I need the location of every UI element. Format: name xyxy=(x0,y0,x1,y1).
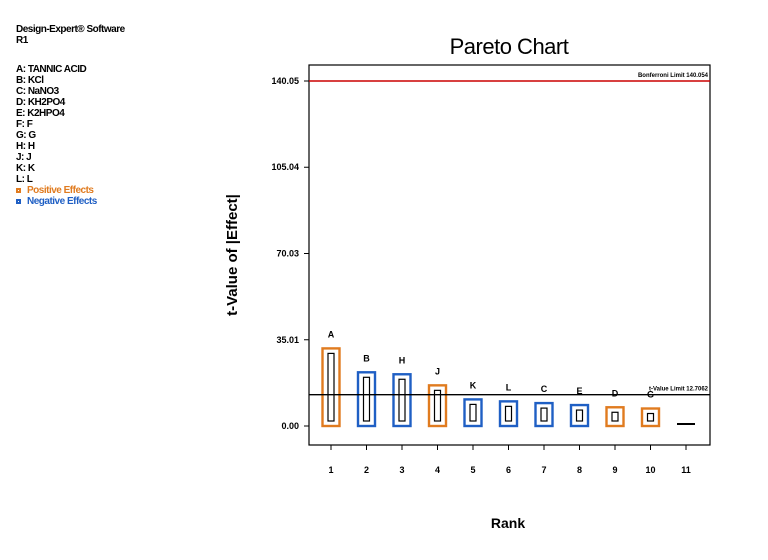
bar-rank-1 xyxy=(321,347,341,428)
sidebar: Design-Expert® Software R1 A: TANNIC ACI… xyxy=(16,24,206,207)
bar-label-rank-6: L xyxy=(506,382,512,392)
factor-d: D: KH2PO4 xyxy=(16,97,65,108)
bar-label-rank-7: C xyxy=(541,384,548,394)
x-tick-label: 9 xyxy=(612,465,617,475)
positive-swatch xyxy=(16,188,21,193)
software-name: Design-Expert® Software xyxy=(16,24,125,35)
factor-l: L: L xyxy=(16,174,33,185)
bar-inner-rank-3 xyxy=(398,378,406,422)
bar-inner-rank-10 xyxy=(646,412,655,422)
bar-label-rank-1: A xyxy=(328,329,335,339)
y-tick-label: 35.01 xyxy=(276,335,299,345)
bar-label-rank-4: J xyxy=(435,366,440,376)
bar-inner-rank-9 xyxy=(611,411,619,422)
bar-label-rank-8: E xyxy=(576,386,582,396)
factor-f: F: F xyxy=(16,119,33,130)
factor-g: G: G xyxy=(16,130,36,141)
y-tick-label: 105.04 xyxy=(271,162,299,172)
bar-rank-6 xyxy=(498,400,519,428)
x-tick-label: 8 xyxy=(577,465,582,475)
y-tick-label: 140.05 xyxy=(271,76,299,86)
factor-c: C: NaNO3 xyxy=(16,86,59,97)
bar-inner-rank-1 xyxy=(327,352,335,422)
legend-positive: Positive Effects xyxy=(16,185,206,196)
x-tick-label: 7 xyxy=(541,465,546,475)
x-tick-label: 3 xyxy=(399,465,404,475)
bar-inner-rank-5 xyxy=(469,403,477,422)
x-axis-label: Rank xyxy=(491,515,525,531)
bar-rank-8 xyxy=(569,403,590,428)
bar-rank-5 xyxy=(463,398,483,428)
x-tick-label: 11 xyxy=(681,465,691,475)
bar-inner-rank-7 xyxy=(540,407,548,422)
bar-label-rank-5: K xyxy=(470,380,477,390)
legend-negative-label: Negative Effects xyxy=(27,196,97,207)
factor-a: A: TANNIC ACID xyxy=(16,64,87,75)
bar-rank-10 xyxy=(640,407,661,428)
factor-j: J: J xyxy=(16,152,32,163)
bar-rank-3 xyxy=(392,373,412,428)
response-name: R1 xyxy=(16,35,28,46)
factor-k: K: K xyxy=(16,163,35,174)
factor-h: H: H xyxy=(16,141,35,152)
factor-e: E: K2HPO4 xyxy=(16,108,65,119)
bar-label-rank-3: H xyxy=(399,355,406,365)
x-tick-label: 5 xyxy=(470,465,475,475)
bar-rank-4 xyxy=(427,384,448,428)
x-tick-label: 6 xyxy=(506,465,511,475)
factor-b: B: KCl xyxy=(16,75,44,86)
y-axis-label: t-Value of |Effect| xyxy=(224,194,241,316)
bar-inner-rank-4 xyxy=(433,389,442,422)
x-tick-label: 4 xyxy=(435,465,440,475)
bar-rank-9 xyxy=(605,406,625,428)
bar-label-rank-9: D xyxy=(612,388,619,398)
bar-inner-rank-8 xyxy=(575,409,584,422)
bonferroni-limit-label: Bonferroni Limit 140.054 xyxy=(638,73,709,79)
x-tick-label: 10 xyxy=(645,465,655,475)
x-tick-label: 2 xyxy=(364,465,369,475)
plot-frame xyxy=(308,64,711,446)
bar-rank-7 xyxy=(534,401,554,428)
chart-title: Pareto Chart xyxy=(450,34,569,59)
legend-positive-label: Positive Effects xyxy=(27,185,94,196)
x-tick-label: 1 xyxy=(328,465,333,475)
bar-inner-rank-6 xyxy=(504,405,513,422)
legend-negative: Negative Effects xyxy=(16,196,206,207)
bar-rank-2 xyxy=(356,371,377,428)
plot-area: 0.00 35.01 70.03 105.04 140.05 1 2 3 4 5 6 7 8 9 10 11 A… xyxy=(271,64,711,475)
y-tick-label: 0.00 xyxy=(281,421,299,431)
t-value-limit-label: t-Value Limit 12.7062 xyxy=(649,387,709,393)
bar-label-rank-2: B xyxy=(363,353,370,363)
y-tick-label: 70.03 xyxy=(276,248,299,258)
bar-inner-rank-2 xyxy=(362,376,371,422)
negative-swatch xyxy=(16,199,21,204)
